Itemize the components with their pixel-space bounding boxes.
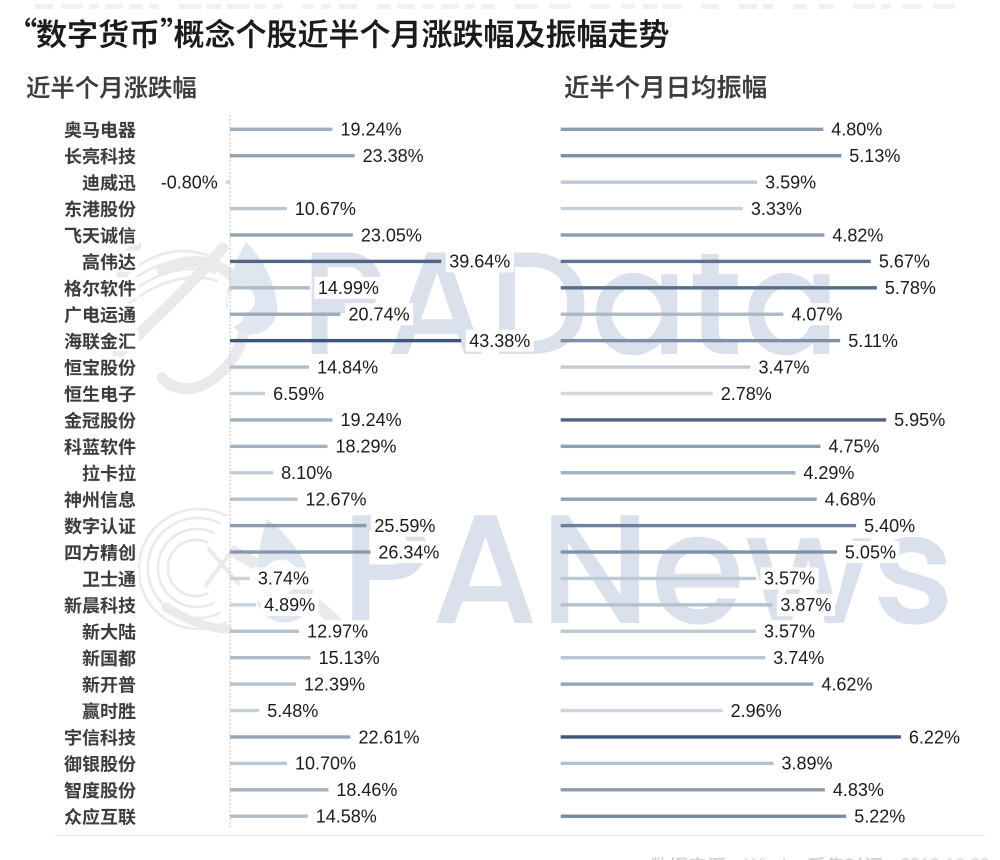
svg-text:5.40%: 5.40% <box>864 516 915 536</box>
svg-text:3.74%: 3.74% <box>258 569 309 589</box>
svg-text:22.61%: 22.61% <box>359 727 420 747</box>
svg-text:12.39%: 12.39% <box>304 674 365 694</box>
svg-text:3.59%: 3.59% <box>765 172 816 192</box>
svg-text:8.10%: 8.10% <box>281 463 332 483</box>
svg-text:12.67%: 12.67% <box>306 489 367 509</box>
svg-text:4.75%: 4.75% <box>829 437 880 457</box>
svg-text:4.83%: 4.83% <box>833 780 884 800</box>
svg-text:3.74%: 3.74% <box>773 648 824 668</box>
svg-text:4.89%: 4.89% <box>264 595 315 615</box>
svg-text:23.05%: 23.05% <box>361 225 422 245</box>
svg-text:15.13%: 15.13% <box>319 648 380 668</box>
svg-text:5.05%: 5.05% <box>845 542 896 562</box>
svg-text:3.57%: 3.57% <box>764 569 815 589</box>
svg-text:3.33%: 3.33% <box>751 199 802 219</box>
svg-text:10.70%: 10.70% <box>295 754 356 774</box>
svg-text:4.29%: 4.29% <box>803 463 854 483</box>
svg-text:43.38%: 43.38% <box>469 331 530 351</box>
svg-text:12.97%: 12.97% <box>307 622 368 642</box>
svg-text:5.13%: 5.13% <box>849 146 900 166</box>
svg-text:39.64%: 39.64% <box>449 252 510 272</box>
svg-text:10.67%: 10.67% <box>295 199 356 219</box>
svg-text:5.11%: 5.11% <box>848 331 898 351</box>
svg-text:26.34%: 26.34% <box>378 542 439 562</box>
svg-text:3.47%: 3.47% <box>759 357 810 377</box>
svg-text:4.82%: 4.82% <box>832 225 883 245</box>
svg-text:4.07%: 4.07% <box>791 305 842 325</box>
svg-text:6.22%: 6.22% <box>909 727 960 747</box>
svg-text:2.96%: 2.96% <box>731 701 782 721</box>
svg-text:-0.80%: -0.80% <box>161 172 218 192</box>
svg-text:3.57%: 3.57% <box>764 622 815 642</box>
svg-text:5.22%: 5.22% <box>854 807 905 827</box>
svg-text:2019.10.09: 2019.10.09 <box>900 855 990 860</box>
svg-text:4.80%: 4.80% <box>831 120 882 140</box>
svg-text:18.46%: 18.46% <box>336 780 397 800</box>
svg-text:5.95%: 5.95% <box>894 410 945 430</box>
svg-text:19.24%: 19.24% <box>341 120 402 140</box>
svg-text:14.84%: 14.84% <box>317 357 378 377</box>
svg-text:14.99%: 14.99% <box>318 278 379 298</box>
svg-text:4.68%: 4.68% <box>825 489 876 509</box>
svg-text:6.59%: 6.59% <box>273 384 324 404</box>
svg-text:4.62%: 4.62% <box>821 674 872 694</box>
svg-text:25.59%: 25.59% <box>374 516 435 536</box>
svg-text:19.24%: 19.24% <box>341 410 402 430</box>
svg-text:3.87%: 3.87% <box>780 595 831 615</box>
svg-text:5.48%: 5.48% <box>267 701 318 721</box>
svg-text:20.74%: 20.74% <box>349 305 410 325</box>
svg-text:2.78%: 2.78% <box>721 384 772 404</box>
svg-text:18.29%: 18.29% <box>335 437 396 457</box>
svg-text:14.58%: 14.58% <box>316 807 377 827</box>
svg-text:Wind: Wind <box>745 855 786 860</box>
svg-text:23.38%: 23.38% <box>363 146 424 166</box>
svg-text:3.89%: 3.89% <box>781 754 832 774</box>
svg-text:5.67%: 5.67% <box>879 252 930 272</box>
svg-text:5.78%: 5.78% <box>885 278 936 298</box>
